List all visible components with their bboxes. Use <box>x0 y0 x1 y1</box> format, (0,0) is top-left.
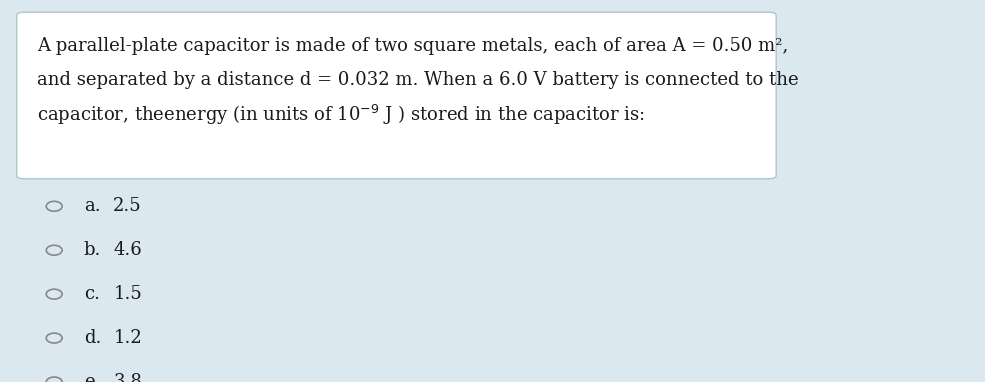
Text: 1.2: 1.2 <box>113 329 142 347</box>
Text: e.: e. <box>84 373 100 382</box>
Text: 4.6: 4.6 <box>113 241 142 259</box>
Text: capacitor, the​energy (in units of 10$^{-9}$ J ) stored in the capacitor is:: capacitor, the​energy (in units of 10$^{… <box>37 102 645 127</box>
Text: a.: a. <box>84 197 100 215</box>
Text: 1.5: 1.5 <box>113 285 142 303</box>
Text: A parallel-plate capacitor is made of two square metals, each of area A = 0.50 m: A parallel-plate capacitor is made of tw… <box>37 37 789 55</box>
FancyBboxPatch shape <box>17 12 776 179</box>
Text: d.: d. <box>84 329 101 347</box>
Text: 3.8: 3.8 <box>113 373 142 382</box>
Text: c.: c. <box>84 285 99 303</box>
Text: b.: b. <box>84 241 101 259</box>
Text: 2.5: 2.5 <box>113 197 142 215</box>
Text: and separated by a distance d = 0.032 m. When a 6.0 V battery is connected to th: and separated by a distance d = 0.032 m.… <box>37 71 799 89</box>
